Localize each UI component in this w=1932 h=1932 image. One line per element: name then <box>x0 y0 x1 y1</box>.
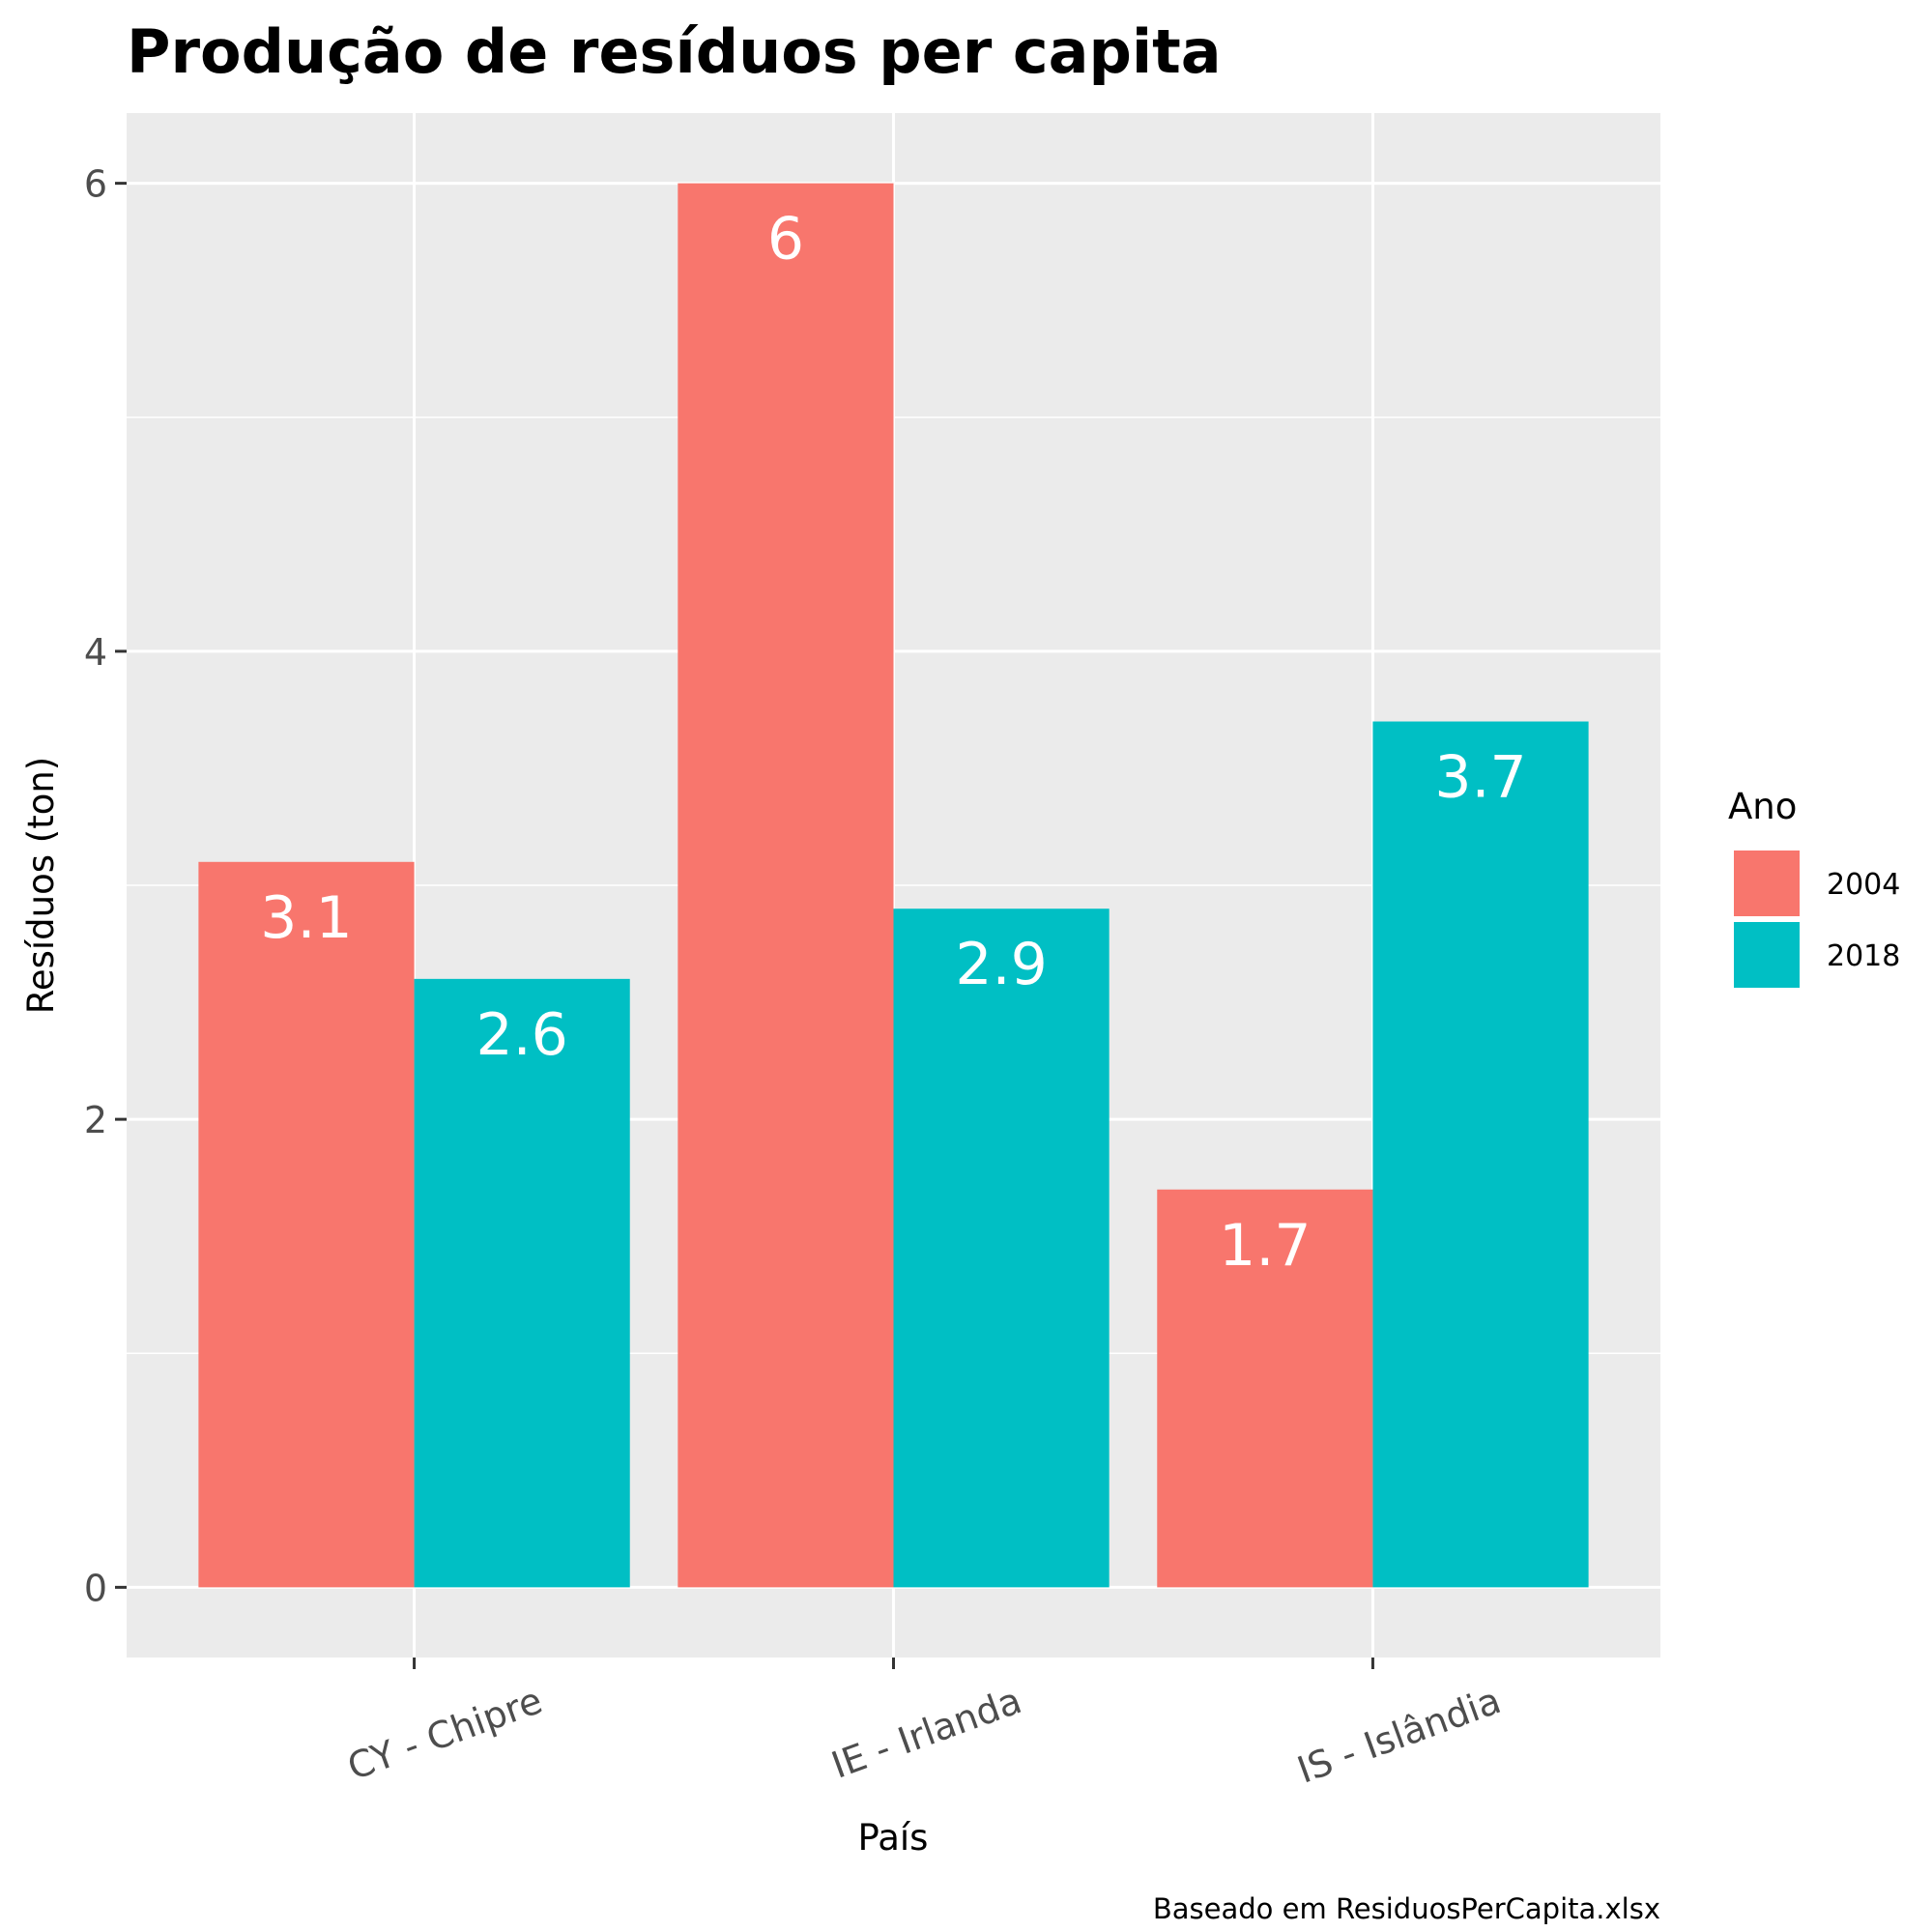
y-tick-label: 4 <box>84 631 107 674</box>
legend-label: 2018 <box>1827 939 1900 973</box>
legend: Ano 2004 2018 <box>1728 786 1900 988</box>
data-label: 3.7 <box>1434 744 1526 812</box>
y-axis: 0 2 4 6 <box>84 163 127 1609</box>
bar <box>893 908 1110 1588</box>
legend-key <box>1734 851 1800 916</box>
data-label: 2.9 <box>955 931 1047 998</box>
legend-label: 2004 <box>1827 868 1900 902</box>
bar <box>198 861 415 1588</box>
x-tick-label: IE - Irlanda <box>826 1679 1027 1787</box>
bars <box>198 183 1589 1588</box>
data-label: 1.7 <box>1219 1212 1311 1280</box>
y-tick-label: 2 <box>84 1099 107 1141</box>
legend-key <box>1734 922 1800 988</box>
chart-title: Produção de resíduos per capita <box>127 16 1222 87</box>
x-tick-label: IS - Islândia <box>1292 1679 1507 1792</box>
data-label: 2.6 <box>476 1001 567 1069</box>
bar <box>414 978 630 1588</box>
bar <box>678 183 894 1588</box>
x-tick-label: CY - Chipre <box>342 1679 548 1788</box>
data-label: 6 <box>767 206 804 274</box>
x-axis-title: País <box>858 1817 929 1859</box>
x-axis: CY - Chipre IE - Irlanda IS - Islândia <box>342 1658 1507 1792</box>
y-tick-label: 0 <box>84 1567 107 1609</box>
bar <box>1157 1189 1373 1588</box>
y-tick-label: 6 <box>84 163 107 206</box>
caption: Baseado em ResiduosPerCapita.xlsx <box>1153 1892 1660 1925</box>
y-axis-title: Resíduos (ton) <box>20 757 62 1014</box>
bar <box>1372 721 1589 1588</box>
data-label: 3.1 <box>260 884 352 952</box>
legend-title: Ano <box>1728 786 1797 827</box>
data-labels: 3.1 2.6 6 2.9 1.7 3.7 <box>260 206 1526 1280</box>
